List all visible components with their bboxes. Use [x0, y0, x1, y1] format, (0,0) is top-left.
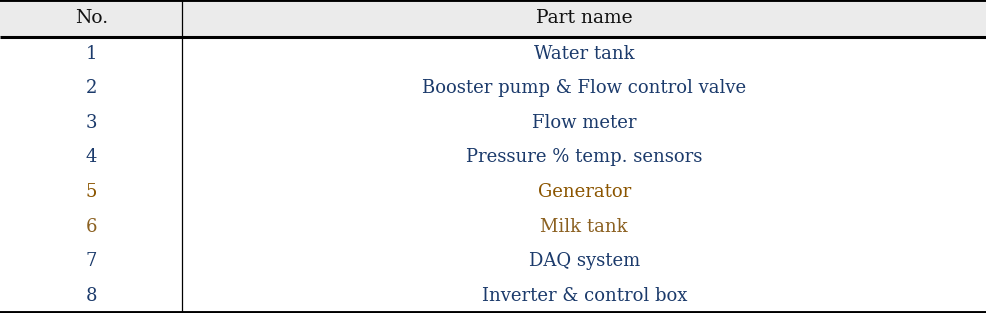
Text: 5: 5 — [86, 183, 97, 201]
Text: 1: 1 — [86, 45, 97, 63]
Text: 8: 8 — [86, 287, 97, 305]
Text: 4: 4 — [86, 148, 97, 167]
Text: DAQ system: DAQ system — [528, 252, 640, 270]
Text: 7: 7 — [86, 252, 97, 270]
Text: Milk tank: Milk tank — [540, 218, 628, 236]
Text: Flow meter: Flow meter — [532, 114, 636, 132]
Text: Pressure % temp. sensors: Pressure % temp. sensors — [466, 148, 702, 167]
Text: Generator: Generator — [537, 183, 631, 201]
Text: No.: No. — [75, 9, 107, 27]
Text: Part name: Part name — [536, 9, 632, 27]
Text: Booster pump & Flow control valve: Booster pump & Flow control valve — [422, 80, 746, 97]
Text: 6: 6 — [86, 218, 97, 236]
Text: Water tank: Water tank — [533, 45, 635, 63]
Text: Inverter & control box: Inverter & control box — [481, 287, 687, 305]
Bar — [0, 0, 986, 37]
Text: 2: 2 — [86, 80, 97, 97]
Text: 3: 3 — [86, 114, 97, 132]
